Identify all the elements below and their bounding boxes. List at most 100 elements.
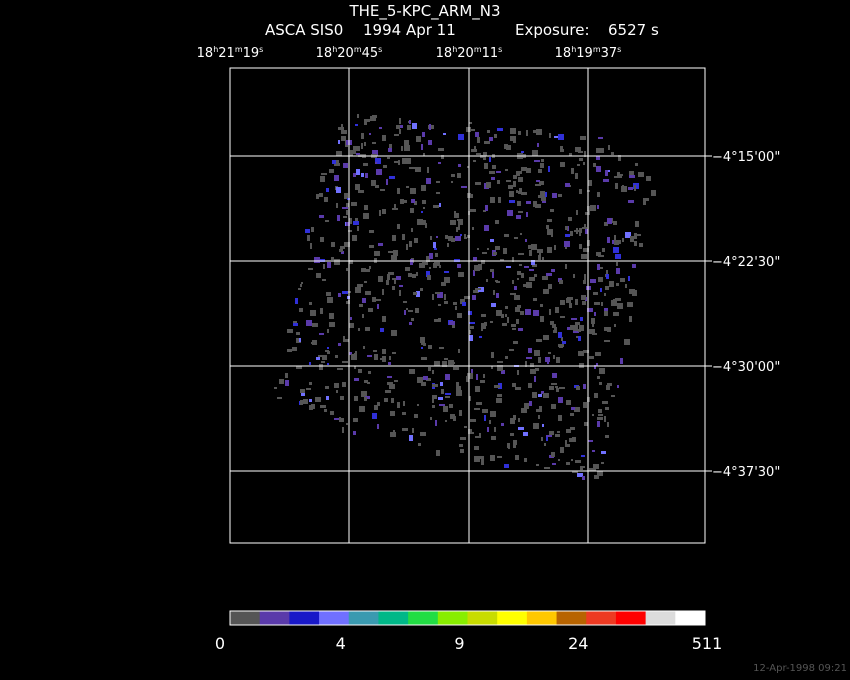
- pixel: [632, 264, 636, 268]
- pixel: [384, 398, 388, 402]
- pixel: [301, 282, 303, 284]
- pixel: [320, 405, 326, 408]
- pixel: [546, 273, 552, 276]
- pixel: [536, 339, 542, 342]
- pixel: [486, 182, 491, 188]
- pixel: [402, 428, 408, 431]
- pixel: [524, 403, 529, 409]
- pixel: [331, 257, 334, 260]
- pixel: [365, 396, 370, 399]
- pixel: [457, 173, 461, 178]
- pixel: [389, 176, 395, 179]
- pixel: [559, 387, 565, 389]
- pixel: [592, 450, 595, 452]
- pixel: [353, 173, 356, 177]
- pixel: [611, 152, 614, 155]
- pixel: [358, 369, 362, 373]
- pixel: [490, 411, 496, 417]
- pixel: [489, 171, 495, 174]
- pixel: [600, 267, 603, 269]
- pixel: [456, 390, 462, 396]
- pixel: [542, 276, 548, 280]
- pixel: [549, 309, 551, 315]
- pixel: [513, 341, 518, 344]
- pixel: [541, 159, 544, 162]
- pixel: [364, 205, 368, 210]
- pixel: [617, 303, 623, 309]
- colorbar-segment: [556, 611, 587, 625]
- pixel: [409, 241, 412, 247]
- colorbar-label: 9: [454, 634, 464, 653]
- pixel: [454, 211, 456, 213]
- pixel: [411, 228, 413, 232]
- pixel: [530, 363, 534, 367]
- ra-label: 18h20m45s: [316, 45, 383, 61]
- pixel: [362, 298, 366, 303]
- colorbar-segment: [348, 611, 379, 625]
- pixel: [494, 427, 496, 432]
- pixel: [622, 185, 624, 190]
- pixel: [553, 355, 555, 359]
- pixel: [389, 356, 391, 360]
- pixel: [385, 390, 391, 393]
- pixel: [486, 279, 488, 282]
- pixel: [596, 156, 600, 160]
- pixel: [372, 413, 377, 419]
- ra-value: 45: [362, 46, 379, 61]
- pixel: [301, 393, 305, 396]
- pixel: [460, 449, 464, 453]
- dec-label: −4°22'30": [712, 255, 780, 270]
- pixel: [543, 393, 549, 398]
- pixel: [609, 281, 614, 287]
- pixel: [551, 404, 556, 409]
- pixel: [493, 290, 495, 295]
- pixel: [415, 308, 419, 313]
- pixel: [357, 226, 359, 231]
- pixel: [365, 327, 370, 331]
- ra-unit: m: [474, 45, 482, 54]
- pixel: [469, 122, 472, 124]
- pixel: [341, 136, 346, 141]
- pixel: [510, 293, 516, 295]
- pixel: [584, 422, 588, 426]
- pixel: [460, 234, 462, 236]
- pixel: [487, 130, 490, 133]
- pixel: [350, 317, 352, 320]
- pixel: [458, 221, 463, 225]
- instrument: ASCA SIS0: [265, 21, 343, 39]
- pixel: [615, 183, 618, 189]
- ra-label: 18h20m11s: [436, 45, 503, 61]
- pixel: [375, 162, 377, 164]
- pixel: [575, 322, 580, 325]
- pixel: [445, 420, 447, 422]
- pixel: [547, 219, 552, 222]
- pixel: [316, 357, 320, 360]
- pixel: [323, 264, 325, 269]
- pixel: [526, 201, 531, 204]
- pixel: [531, 260, 535, 265]
- pixel: [594, 312, 596, 316]
- pixel: [578, 151, 583, 153]
- pixel: [511, 324, 516, 327]
- pixel: [327, 347, 329, 349]
- pixel: [514, 286, 517, 290]
- pixel: [579, 228, 582, 233]
- pixel: [583, 248, 589, 252]
- pixel: [599, 382, 602, 385]
- pixel: [568, 217, 572, 221]
- pixel: [597, 205, 599, 209]
- pixel: [392, 235, 396, 241]
- pixel: [561, 337, 563, 341]
- pixel: [320, 237, 324, 242]
- pixel: [342, 207, 348, 209]
- pixel: [558, 415, 562, 421]
- pixel: [420, 288, 423, 291]
- pixel: [300, 400, 303, 405]
- pixel: [500, 259, 504, 261]
- pixel: [399, 118, 401, 124]
- pixel: [613, 312, 619, 316]
- pixel: [447, 243, 449, 247]
- pixel: [474, 456, 480, 462]
- pixel: [559, 280, 563, 284]
- pixel: [597, 471, 603, 476]
